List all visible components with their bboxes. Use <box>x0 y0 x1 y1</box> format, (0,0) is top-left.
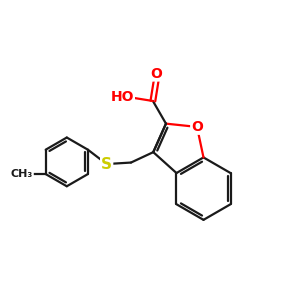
Text: O: O <box>151 67 162 81</box>
Text: O: O <box>191 120 203 134</box>
Text: HO: HO <box>110 90 134 104</box>
Text: S: S <box>101 157 112 172</box>
Text: CH₃: CH₃ <box>11 169 33 179</box>
Text: S: S <box>101 157 112 172</box>
